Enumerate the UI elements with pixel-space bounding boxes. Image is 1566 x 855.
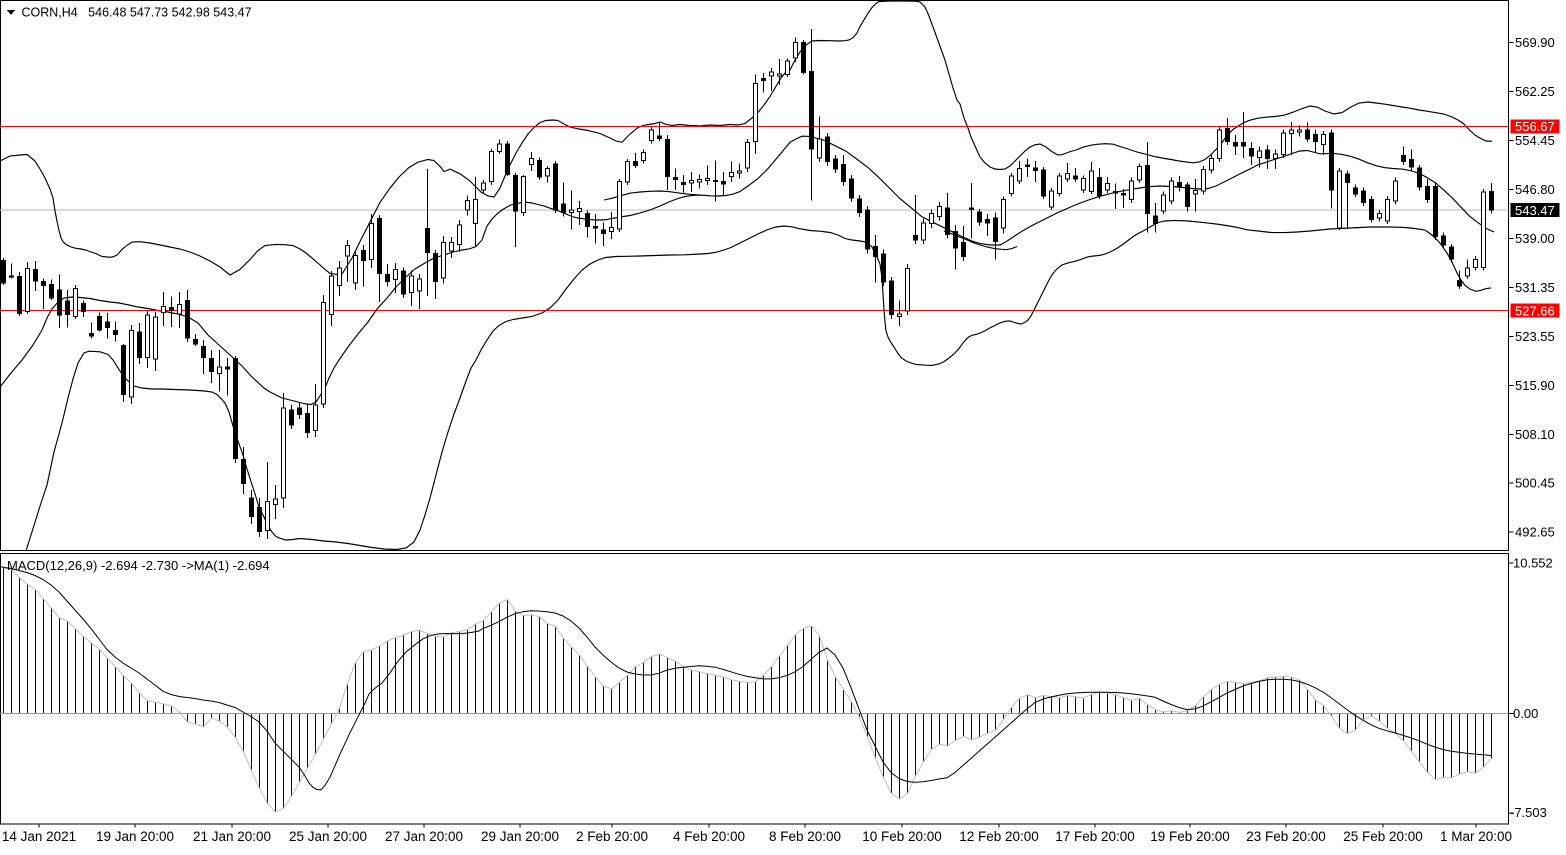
svg-text:523.55: 523.55 [1515,329,1555,344]
svg-text:17 Feb 20:00: 17 Feb 20:00 [1055,829,1135,844]
svg-text:MACD(12,26,9) -2.694 -2.730 -: MACD(12,26,9) -2.694 -2.730 ->MA(1) -2.6… [7,558,270,573]
svg-text:19 Feb 20:00: 19 Feb 20:00 [1150,829,1230,844]
svg-text:2 Feb 20:00: 2 Feb 20:00 [576,829,648,844]
svg-text:27 Jan 20:00: 27 Jan 20:00 [385,829,463,844]
svg-text:543.47: 543.47 [1515,203,1555,218]
svg-text:0.00: 0.00 [1513,706,1538,721]
svg-text:1 Mar 20:00: 1 Mar 20:00 [1440,829,1512,844]
svg-text:531.35: 531.35 [1515,280,1555,295]
svg-text:539.00: 539.00 [1515,231,1555,246]
svg-text:21 Jan 20:00: 21 Jan 20:00 [193,829,271,844]
svg-text:23 Feb 20:00: 23 Feb 20:00 [1246,829,1326,844]
svg-text:546.80: 546.80 [1515,182,1555,197]
svg-text:562.25: 562.25 [1515,84,1555,99]
svg-text:12 Feb 20:00: 12 Feb 20:00 [959,829,1039,844]
svg-text:25 Jan 20:00: 25 Jan 20:00 [289,829,367,844]
svg-text:-7.503: -7.503 [1510,805,1547,820]
svg-text:569.90: 569.90 [1515,35,1555,50]
svg-text:554.45: 554.45 [1515,133,1555,148]
svg-text:492.65: 492.65 [1515,525,1555,540]
svg-text:556.67: 556.67 [1515,119,1555,134]
svg-text:19 Jan 20:00: 19 Jan 20:00 [96,829,174,844]
svg-text:4 Feb 20:00: 4 Feb 20:00 [673,829,745,844]
svg-text:25 Feb 20:00: 25 Feb 20:00 [1343,829,1423,844]
svg-text:8 Feb 20:00: 8 Feb 20:00 [769,829,841,844]
svg-text:527.66: 527.66 [1515,303,1555,318]
svg-text:14 Jan 2021: 14 Jan 2021 [2,829,76,844]
svg-text:500.45: 500.45 [1515,476,1555,491]
svg-text:515.90: 515.90 [1515,378,1555,393]
svg-text:29 Jan 20:00: 29 Jan 20:00 [481,829,559,844]
svg-text:508.10: 508.10 [1515,427,1555,442]
svg-text:CORN,H4 546.48 547.73 542.98: CORN,H4 546.48 547.73 542.98 543.47 [22,6,252,20]
svg-text:10.552: 10.552 [1513,556,1553,571]
svg-text:10 Feb 20:00: 10 Feb 20:00 [862,829,942,844]
